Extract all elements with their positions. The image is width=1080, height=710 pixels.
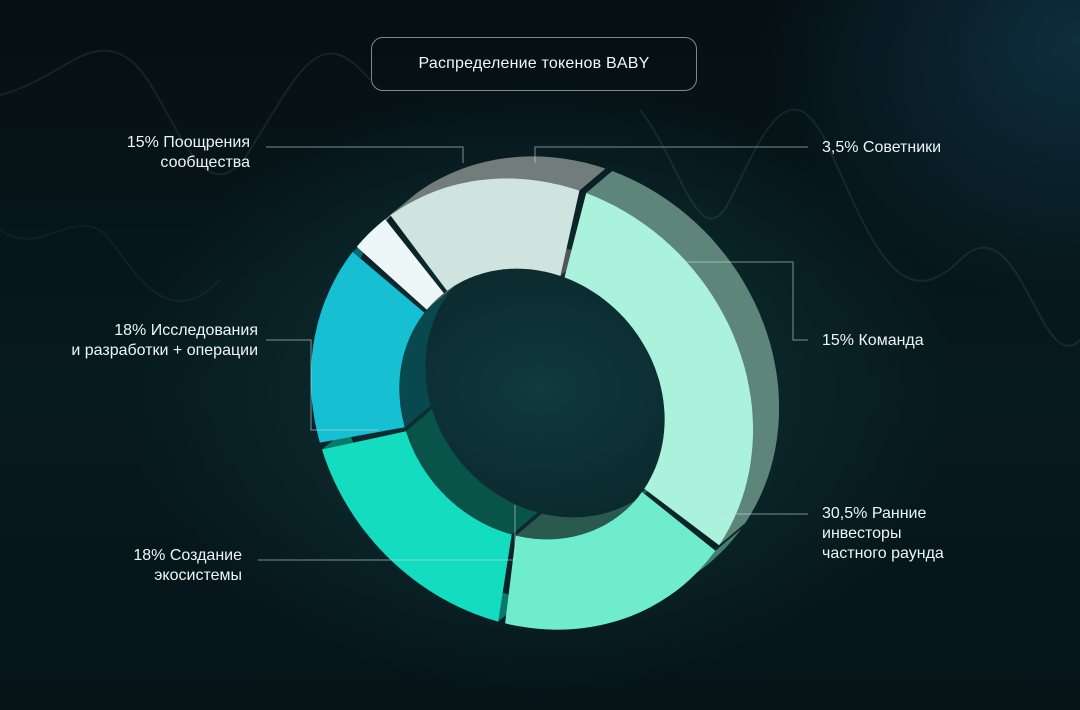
leader-line-team <box>668 261 808 341</box>
background-decor <box>0 49 1080 347</box>
label-community-line2: сообщества <box>160 154 250 171</box>
label-team: 15% Команда <box>822 331 924 351</box>
slice-ecosystem-inner-wall <box>515 470 668 540</box>
label-advisors-text: 3,5% Советники <box>822 139 942 156</box>
leader-line-ecosystem <box>258 505 516 561</box>
label-research: 18% Исследования и разработки + операции <box>40 321 258 361</box>
label-advisors: 3,5% Советники <box>822 138 941 158</box>
label-investors-line1: 30,5% Ранние <box>822 505 927 522</box>
leader-line-community <box>266 146 464 163</box>
label-research-line2: и разработки + операции <box>71 342 258 359</box>
slice-investors <box>564 193 754 546</box>
slice-research <box>322 431 512 622</box>
label-ecosystem-line1: 18% Создание <box>133 547 242 564</box>
label-community: 15% Поощрения сообщества <box>60 133 250 173</box>
label-investors: 30,5% Ранние инвесторы частного раунда <box>822 504 944 564</box>
slice-community-inner-wall <box>399 290 451 428</box>
slice-advisors-inner-wall <box>426 271 470 310</box>
donut-chart <box>310 156 780 630</box>
leader-line-research <box>266 339 378 431</box>
leader-lines <box>258 146 808 561</box>
label-ecosystem-line2: экосистемы <box>154 567 242 584</box>
chart-title-box: Распределение токенов BABY <box>371 37 697 91</box>
label-investors-line3: частного раунда <box>822 545 944 562</box>
slice-advisors <box>356 219 444 310</box>
chart-title: Распределение токенов BABY <box>418 55 650 72</box>
slice-research-inner-wall <box>406 409 538 535</box>
label-investors-line2: инвесторы <box>822 525 902 542</box>
slice-community <box>310 252 425 443</box>
leader-line-advisors <box>534 146 808 163</box>
slice-investors-outer-wall <box>586 171 780 546</box>
label-team-text: 15% Команда <box>822 332 924 349</box>
slice-ecosystem <box>505 492 716 630</box>
slice-team-outer-wall <box>390 156 606 216</box>
label-research-line1: 18% Исследования <box>114 322 258 339</box>
label-community-line1: 15% Поощрения <box>126 134 250 151</box>
slice-team <box>390 178 580 291</box>
label-ecosystem: 18% Создание экосистемы <box>60 546 242 586</box>
